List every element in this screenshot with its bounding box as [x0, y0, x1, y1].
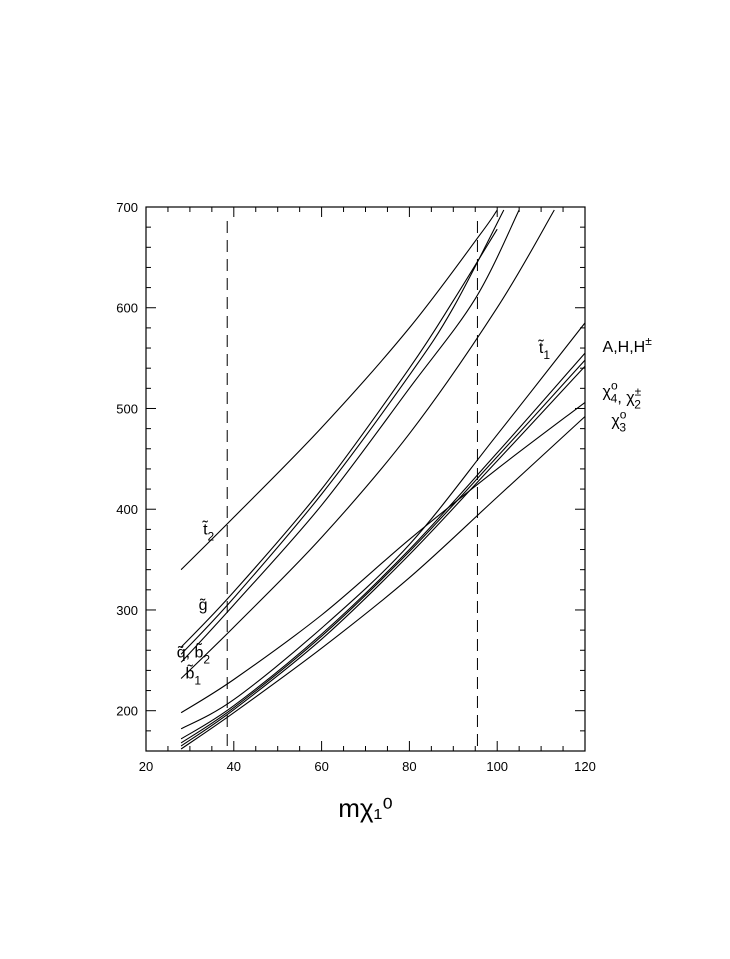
annotation-label-7: χo 4, χ± 2: [603, 378, 642, 411]
annotation-label-3: q̃, b̃2: [177, 642, 211, 667]
x-tick-label: 120: [574, 759, 596, 774]
plot-frame: [145, 206, 586, 752]
y-tick-label: 500: [116, 401, 138, 416]
x-tick-label: 100: [486, 759, 508, 774]
x-tick-label: 20: [139, 759, 153, 774]
annotation-label-5: t̃1: [537, 338, 550, 362]
annotation-label-6: A,H,H±: [603, 334, 653, 356]
series-line-4: [180, 209, 520, 663]
series-line-7: [180, 322, 586, 730]
y-tick-label: 300: [116, 603, 138, 618]
x-tick-label: 80: [402, 759, 416, 774]
series-line-2: [180, 228, 498, 648]
annotation-label-4: b̃1: [186, 663, 202, 688]
annotation-label-2: g̃: [199, 597, 208, 614]
annotation-label-1: t̃2: [202, 519, 215, 543]
series-line-10: [180, 365, 586, 747]
series-line-11: [180, 416, 586, 750]
annotation-label-8: χo 3: [611, 408, 626, 435]
series-line-5: [180, 209, 555, 679]
series-line-6: [180, 401, 586, 714]
series-line-3: [180, 209, 505, 655]
x-tick-label: 60: [314, 759, 328, 774]
y-tick-label: 400: [116, 502, 138, 517]
series-line-8: [180, 352, 586, 740]
y-tick-label: 200: [116, 704, 138, 719]
x-axis-label: mχ₁⁰: [338, 793, 393, 823]
x-tick-label: 40: [227, 759, 241, 774]
y-tick-label: 700: [116, 200, 138, 215]
y-tick-label: 600: [116, 301, 138, 316]
plot-area: 20 40 60 80 100 120 200 300 400 500 600 700 t̃2 g̃ q̃,…: [116, 200, 652, 823]
series-line-9: [180, 359, 586, 744]
series-line-1: [180, 209, 498, 571]
